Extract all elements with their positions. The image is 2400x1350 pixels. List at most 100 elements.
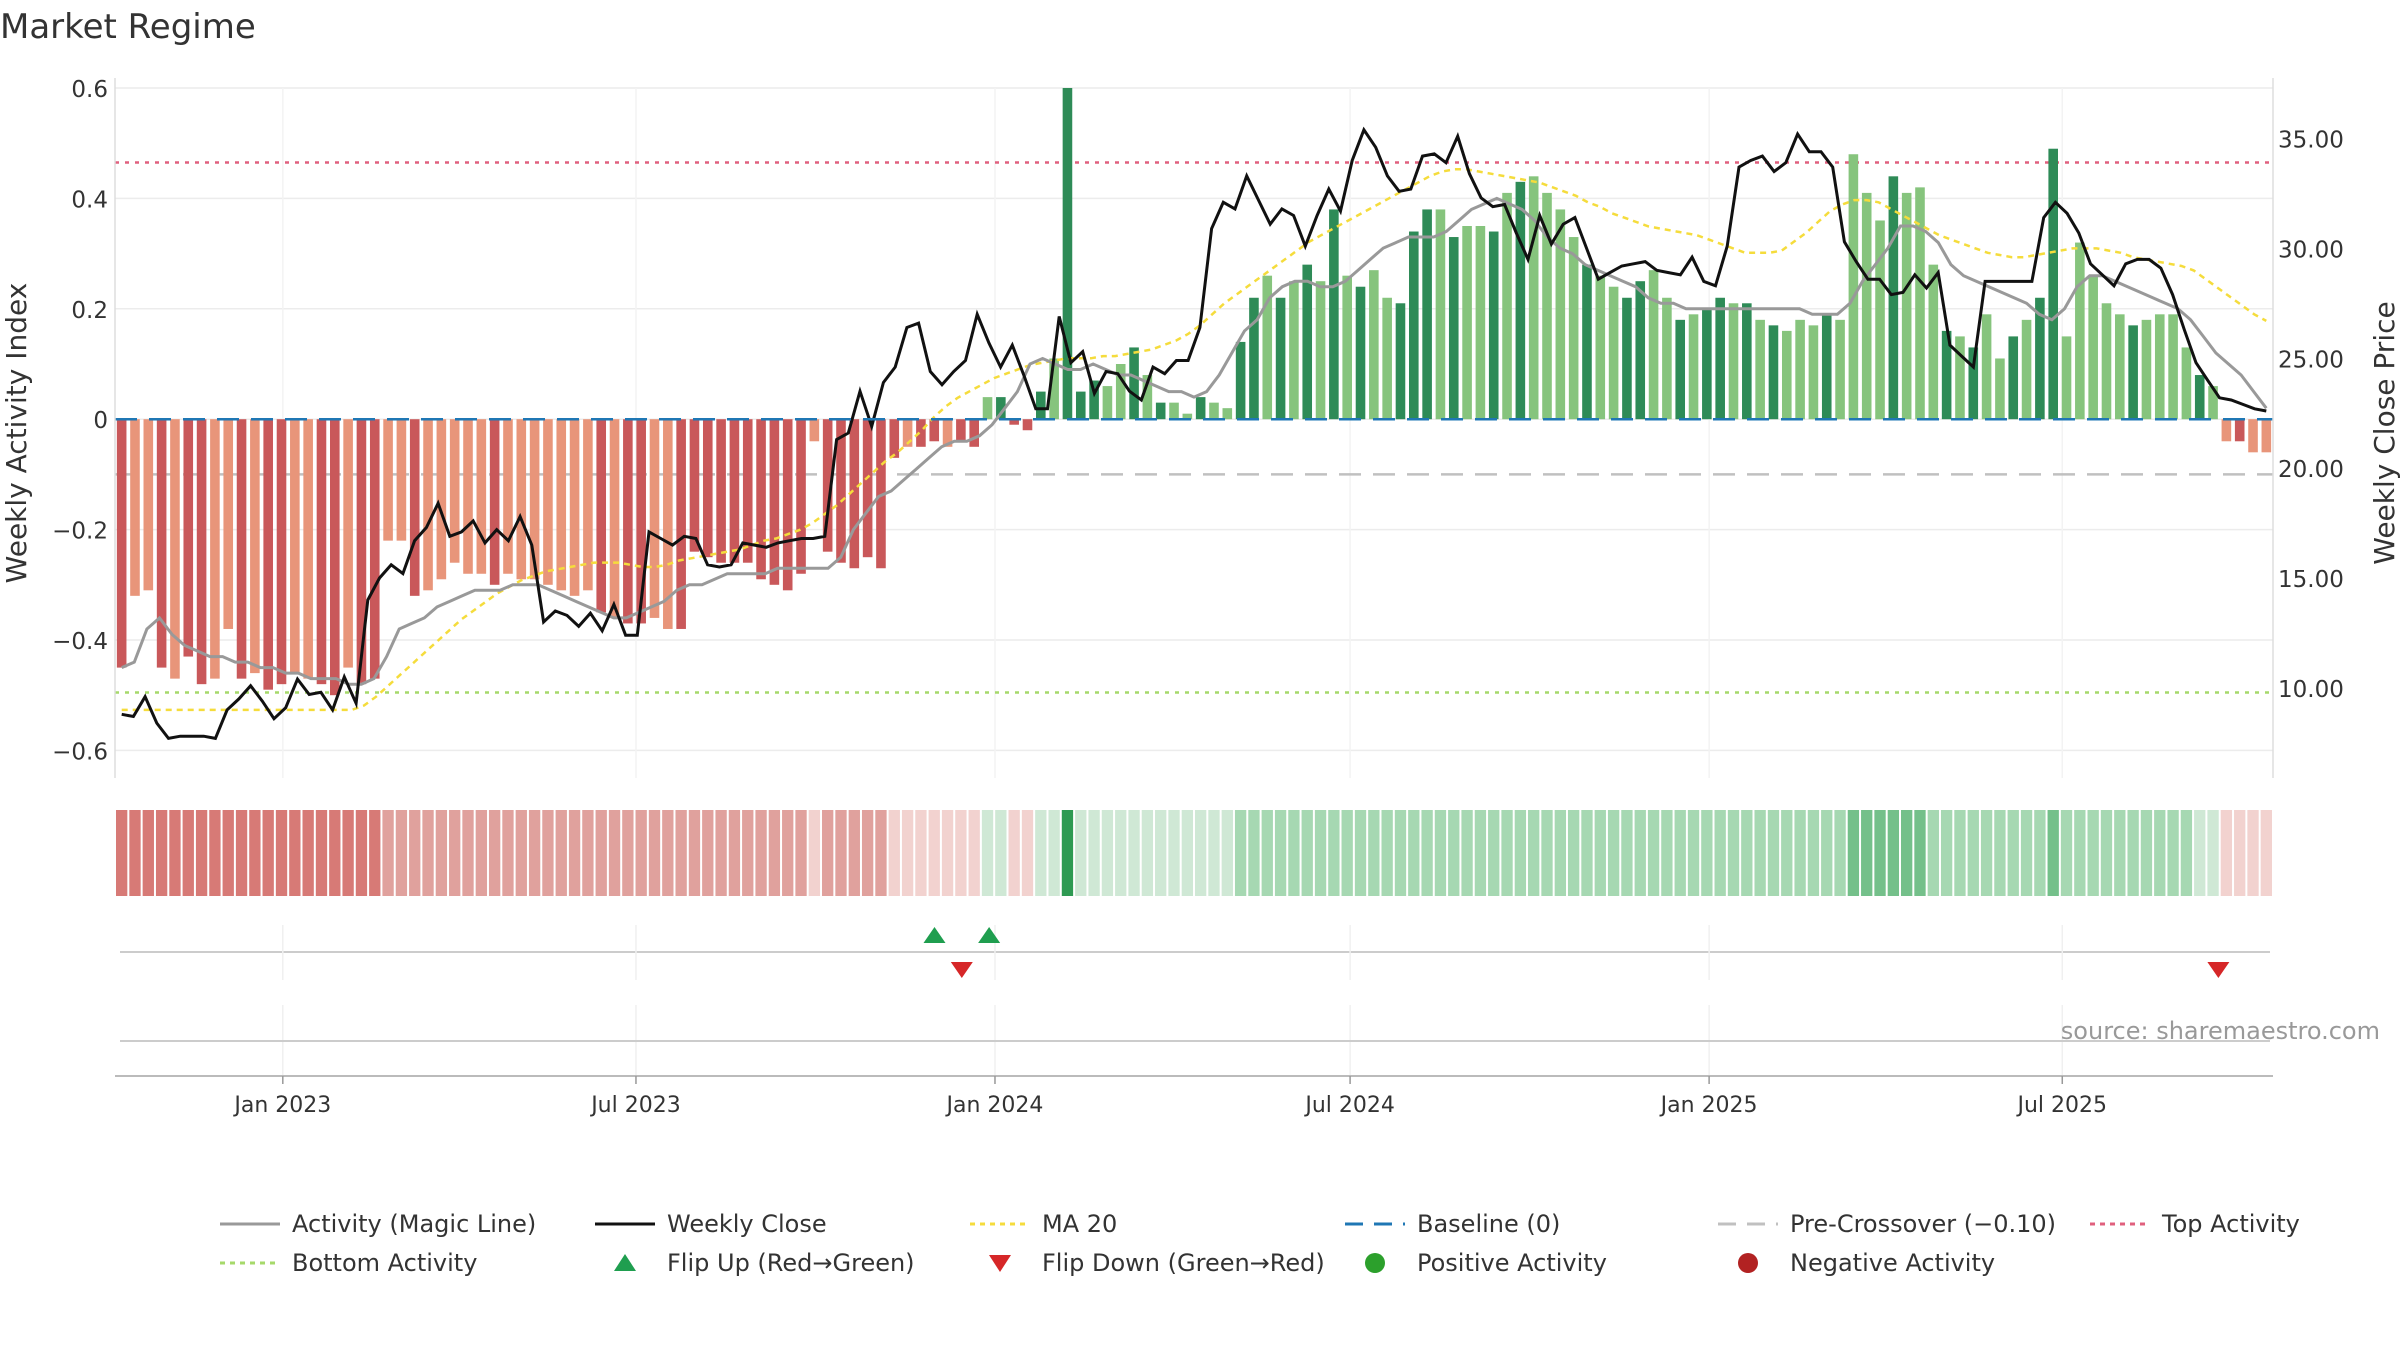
x-tick-label: Jul 2024 xyxy=(1303,1093,1395,1118)
activity-bar xyxy=(2021,319,2032,420)
activity-bar xyxy=(1235,341,1246,420)
activity-bar xyxy=(210,419,220,679)
regime-cell xyxy=(2100,810,2113,896)
activity-bar xyxy=(383,419,393,541)
regime-cell xyxy=(1474,810,1487,896)
activity-bar xyxy=(1675,319,1686,420)
activity-bar xyxy=(409,419,420,596)
activity-bar xyxy=(1435,209,1446,420)
activity-bar xyxy=(156,419,167,668)
regime-cell xyxy=(1168,810,1180,896)
regime-cell xyxy=(1274,810,1287,896)
regime-cell xyxy=(1821,810,1833,896)
regime-cell xyxy=(1794,810,1806,896)
activity-bar xyxy=(1968,347,1979,420)
regime-cell xyxy=(2154,810,2166,896)
activity-bar xyxy=(1169,402,1179,420)
regime-cell xyxy=(875,810,887,896)
activity-bar xyxy=(623,419,633,624)
activity-bar xyxy=(782,419,793,591)
activity-bar xyxy=(1222,408,1233,420)
regime-cell xyxy=(1195,810,1207,896)
y-left-axis-label: Weekly Activity Index xyxy=(0,283,33,584)
activity-bar xyxy=(290,419,300,674)
regime-cell xyxy=(382,810,394,896)
regime-cell xyxy=(861,810,874,896)
legend-item: Flip Down (Green→Red) xyxy=(989,1249,1325,1277)
activity-bar xyxy=(1182,413,1193,420)
activity-bar xyxy=(2154,314,2165,420)
activity-bar xyxy=(1582,264,1592,420)
regime-cell xyxy=(1541,810,1553,896)
chart-title: Market Regime xyxy=(0,7,256,47)
activity-bar xyxy=(996,397,1006,420)
legend-label: Positive Activity xyxy=(1417,1249,1607,1277)
regime-cell xyxy=(1701,810,1713,896)
activity-bar xyxy=(902,419,913,447)
legend-label: Baseline (0) xyxy=(1417,1210,1560,1238)
regime-cell xyxy=(1674,810,1686,896)
regime-cell xyxy=(1408,810,1420,896)
activity-bar xyxy=(1808,325,1819,420)
legend-label: Weekly Close xyxy=(667,1210,827,1238)
regime-cell xyxy=(1088,810,1100,896)
activity-bar xyxy=(516,419,527,580)
regime-cell xyxy=(249,810,261,896)
source-text: source: sharemaestro.com xyxy=(2061,1017,2380,1045)
legend-item: Weekly Close xyxy=(595,1210,827,1238)
activity-bar xyxy=(2101,303,2112,420)
activity-bar xyxy=(1555,209,1566,420)
activity-bar xyxy=(822,419,833,552)
activity-bar xyxy=(1728,303,1739,420)
regime-cell xyxy=(968,810,980,896)
regime-cell xyxy=(1021,810,1034,896)
y-left-tick-label: −0.4 xyxy=(52,629,108,655)
regime-cell xyxy=(742,810,754,896)
regime-cell xyxy=(1208,810,1220,896)
activity-bar xyxy=(489,419,500,585)
activity-bar xyxy=(2061,336,2072,420)
y-left-tick-label: −0.2 xyxy=(52,519,108,545)
activity-bar xyxy=(1302,264,1313,420)
regime-cell xyxy=(702,810,714,896)
activity-bar xyxy=(1089,380,1099,420)
activity-bar xyxy=(1702,308,1712,420)
regime-cell xyxy=(1914,810,1926,896)
regime-cell xyxy=(435,810,448,896)
regime-cell xyxy=(1461,810,1473,896)
regime-cell xyxy=(1847,810,1860,896)
regime-cell xyxy=(116,810,128,896)
regime-cell xyxy=(2180,810,2193,896)
legend-label: Flip Up (Red→Green) xyxy=(667,1249,915,1277)
y-right-tick-label: 20.00 xyxy=(2278,457,2344,483)
regime-cell xyxy=(662,810,674,896)
activity-bar xyxy=(1475,226,1486,420)
activity-bar xyxy=(1995,358,2005,420)
regime-cell xyxy=(1368,810,1380,896)
x-axis: Jan 2023 Jul 2023 Jan 2024 Jul 2024 Jan 2025… xyxy=(232,1076,2107,1118)
activity-bar xyxy=(1249,297,1259,420)
regime-cell xyxy=(582,810,594,896)
regime-cell xyxy=(995,810,1007,896)
legend-label: Bottom Activity xyxy=(292,1249,477,1277)
y-left-tick-label: 0.2 xyxy=(71,298,108,324)
regime-cell xyxy=(475,810,487,896)
activity-bar xyxy=(1315,281,1326,420)
regime-cell xyxy=(1035,810,1047,896)
regime-cell xyxy=(1940,810,1953,896)
activity-bar xyxy=(2075,242,2085,420)
regime-cell xyxy=(2047,810,2059,896)
regime-cell xyxy=(1581,810,1593,896)
activity-bar xyxy=(223,419,234,629)
regime-cell xyxy=(648,810,661,896)
activity-bar xyxy=(1262,275,1273,420)
activity-bar xyxy=(1448,237,1459,420)
regime-cell xyxy=(1488,810,1500,896)
regime-cell xyxy=(515,810,527,896)
y-right-tick-label: 25.00 xyxy=(2278,347,2344,373)
activity-bar xyxy=(356,419,367,685)
x-tick-label: Jan 2023 xyxy=(232,1093,331,1118)
legend-label: Pre-Crossover (−0.10) xyxy=(1790,1210,2056,1238)
regime-cell xyxy=(1661,810,1673,896)
